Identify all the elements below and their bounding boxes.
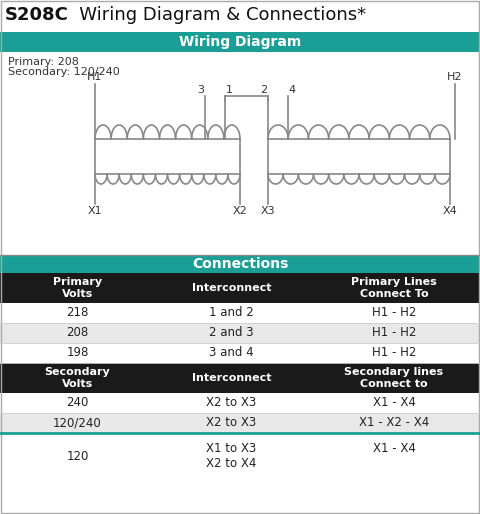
Text: X3: X3 — [261, 206, 276, 216]
Bar — [0, 273, 480, 303]
Bar — [0, 255, 480, 273]
Text: Interconnect: Interconnect — [192, 283, 271, 293]
Text: Interconnect: Interconnect — [192, 373, 271, 383]
Text: Connections: Connections — [192, 257, 288, 271]
Text: X1: X1 — [88, 206, 102, 216]
Text: Secondary
Volts: Secondary Volts — [45, 367, 110, 389]
Text: H1 - H2: H1 - H2 — [372, 306, 416, 320]
Text: X4: X4 — [443, 206, 457, 216]
Text: 120/240: 120/240 — [53, 416, 102, 430]
Bar — [0, 32, 480, 52]
Text: 120: 120 — [66, 450, 89, 463]
Text: Primary: 208: Primary: 208 — [8, 57, 79, 67]
Text: H2: H2 — [447, 72, 463, 82]
Text: 2 and 3: 2 and 3 — [209, 326, 254, 340]
Text: H1: H1 — [87, 72, 103, 82]
Text: X2: X2 — [233, 206, 247, 216]
Text: H1 - H2: H1 - H2 — [372, 326, 416, 340]
Text: 3: 3 — [197, 85, 204, 95]
Text: X2 to X3: X2 to X3 — [206, 416, 257, 430]
Text: X1 - X4: X1 - X4 — [372, 396, 415, 410]
Text: X1 - X2 - X4: X1 - X2 - X4 — [359, 416, 429, 430]
Text: Secondary: 120/240: Secondary: 120/240 — [8, 67, 120, 77]
Bar — [0, 303, 480, 323]
Text: 3 and 4: 3 and 4 — [209, 346, 254, 359]
Bar — [0, 343, 480, 363]
Text: 198: 198 — [66, 346, 89, 359]
Text: 208: 208 — [66, 326, 89, 340]
Text: X1 to X3
X2 to X4: X1 to X3 X2 to X4 — [206, 442, 257, 470]
Text: 2: 2 — [261, 85, 267, 95]
Text: Wiring Diagram: Wiring Diagram — [179, 35, 301, 49]
Text: H1 - H2: H1 - H2 — [372, 346, 416, 359]
Text: 1: 1 — [226, 85, 232, 95]
Text: Primary
Volts: Primary Volts — [53, 277, 102, 299]
Text: X1 - X4: X1 - X4 — [372, 442, 415, 454]
Bar — [0, 363, 480, 393]
Bar — [0, 413, 480, 433]
Text: X2 to X3: X2 to X3 — [206, 396, 257, 410]
Text: Primary Lines
Connect To: Primary Lines Connect To — [351, 277, 437, 299]
Text: 4: 4 — [288, 85, 296, 95]
Text: 1 and 2: 1 and 2 — [209, 306, 254, 320]
Text: Secondary lines
Connect to: Secondary lines Connect to — [345, 367, 444, 389]
Text: S208C: S208C — [5, 6, 69, 24]
Bar — [0, 433, 480, 479]
Text: 240: 240 — [66, 396, 89, 410]
Bar — [0, 323, 480, 343]
Text: Wiring Diagram & Connections*: Wiring Diagram & Connections* — [62, 6, 366, 24]
Text: 218: 218 — [66, 306, 89, 320]
Bar — [0, 393, 480, 413]
